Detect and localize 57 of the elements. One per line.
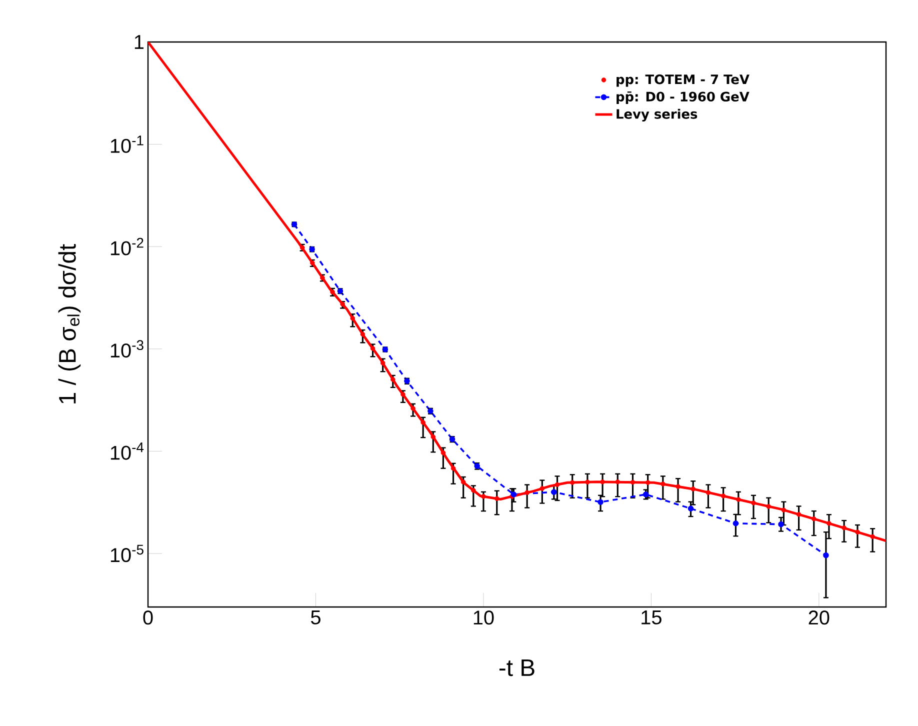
y-tick-label: 10$^{-3}$ <box>110 340 144 358</box>
point <box>796 512 802 517</box>
point <box>481 494 486 499</box>
x-tick-label: 0 <box>143 610 153 625</box>
point <box>340 302 345 307</box>
point <box>420 420 426 425</box>
point <box>855 530 860 534</box>
point <box>676 484 680 489</box>
x-axis-title: -t B <box>499 659 534 676</box>
point <box>778 521 784 528</box>
point <box>554 482 560 488</box>
point <box>720 494 726 498</box>
legend-label: pp: TOTEM - 7 TeV <box>616 74 750 87</box>
point <box>510 492 517 498</box>
point <box>690 486 696 492</box>
x-tick-label: 15 <box>642 610 662 624</box>
y-axis-title: 1 / (B σ$_{el}$) dσ/dt <box>58 244 81 404</box>
point <box>660 482 666 486</box>
point <box>615 480 620 484</box>
point <box>781 508 786 512</box>
x-tick-label: 5 <box>310 610 320 624</box>
point <box>751 500 756 506</box>
point <box>450 466 456 471</box>
point <box>766 504 771 509</box>
y-tick-label: 10$^{-5}$ <box>110 544 144 562</box>
y-tick-label: 10$^{-4}$ <box>110 442 144 460</box>
point <box>524 490 530 495</box>
point <box>870 534 875 540</box>
point <box>494 496 500 502</box>
point <box>440 450 446 456</box>
point <box>630 480 636 485</box>
point <box>551 489 557 495</box>
point <box>811 516 816 522</box>
point <box>826 520 832 526</box>
point <box>598 499 604 505</box>
point <box>460 480 466 484</box>
point <box>430 434 436 440</box>
x-tick-label: 20 <box>808 610 830 625</box>
point <box>410 406 416 411</box>
point <box>736 497 741 502</box>
point <box>600 480 605 484</box>
legend-label: pp̄: D0 - 1960 GeV <box>616 92 750 104</box>
y-tick-label: 10$^{-2}$ <box>110 238 144 256</box>
x-tick-label: 10 <box>474 610 494 625</box>
point <box>732 520 739 526</box>
point <box>823 552 829 558</box>
point <box>645 480 650 485</box>
point <box>706 490 711 495</box>
y-tick-label: 10$^{-1}$ <box>110 136 144 153</box>
point <box>585 480 590 484</box>
point <box>842 525 846 530</box>
point <box>570 480 575 485</box>
y-tick-label: 1 <box>134 35 144 49</box>
point <box>540 486 545 491</box>
legend-label: Levy series <box>616 108 698 122</box>
line-series <box>148 42 886 542</box>
point <box>310 260 315 266</box>
